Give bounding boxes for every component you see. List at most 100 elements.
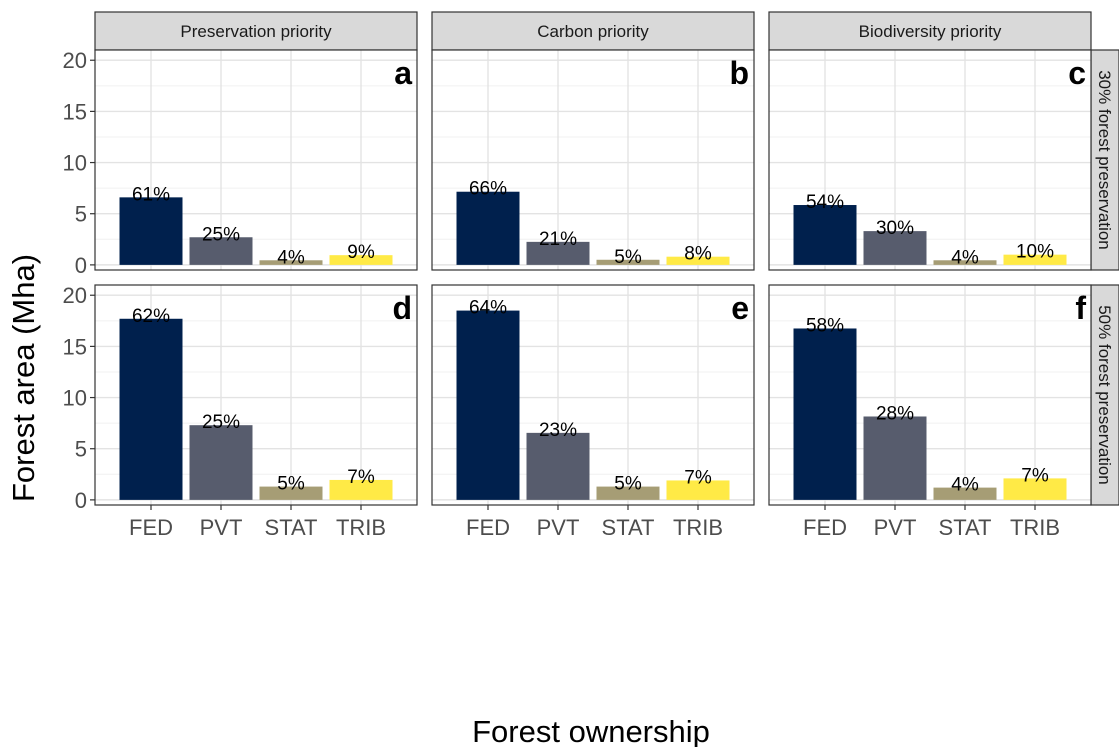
bar-value-label: 28% — [876, 403, 914, 424]
row-strip-label: 30% forest preservation — [1095, 70, 1114, 250]
bar-value-label: 66% — [469, 179, 507, 200]
y-tick-label: 5 — [75, 437, 87, 462]
bar-value-label: 5% — [277, 474, 305, 495]
y-axis-title: Forest area (Mha) — [6, 254, 41, 502]
bar-b-pvt — [526, 241, 590, 265]
panel-d: 62% 25% 5% 7% d — [94, 284, 418, 506]
bar-value-label: 10% — [1016, 242, 1054, 263]
bar-d-fed — [119, 318, 183, 500]
bar-value-label: 4% — [951, 475, 979, 496]
x-tick-label: TRIB — [336, 515, 386, 540]
y-tick-label: 5 — [75, 202, 87, 227]
panel-b: 66% 21% 5% 8% b — [431, 49, 755, 271]
bar-a-trib — [329, 255, 393, 265]
bar-f-trib — [1003, 478, 1067, 500]
bar-value-label: 9% — [347, 242, 375, 263]
bar-a-stat — [259, 260, 323, 265]
panel-border — [768, 49, 1092, 271]
bar-value-label: 21% — [539, 229, 577, 250]
bar-value-label: 5% — [614, 474, 642, 495]
bar-value-label: 7% — [1021, 465, 1049, 486]
bar-value-label: 23% — [539, 420, 577, 441]
bar-e-fed — [456, 310, 520, 500]
x-tick-label: FED — [803, 515, 847, 540]
y-axes: 0 5 10 15 20 0 5 10 15 20 — [63, 48, 95, 513]
y-tick-label: 20 — [63, 283, 87, 308]
x-axis-title: Forest ownership — [472, 714, 710, 747]
bar-e-trib — [666, 480, 730, 500]
panel-border — [94, 49, 418, 271]
column-strips: Preservation priority Carbon priority Biod… — [94, 11, 1092, 51]
bar-value-label: 62% — [132, 306, 170, 327]
bar-b-fed — [456, 191, 520, 265]
x-tick-label: FED — [466, 515, 510, 540]
bar-f-pvt — [863, 416, 927, 500]
bar-value-label: 58% — [806, 315, 844, 336]
bar-value-label: 8% — [684, 244, 712, 265]
row-strip-label: 50% forest preservation — [1095, 305, 1114, 485]
bar-b-stat — [596, 259, 660, 265]
bar-f-stat — [933, 487, 997, 500]
x-tick-label: PVT — [200, 515, 243, 540]
panel-border — [431, 284, 755, 506]
x-tick-label: STAT — [265, 515, 318, 540]
y-tick-label: 15 — [63, 334, 87, 359]
panel-f: 58% 28% 4% 7% f — [768, 284, 1092, 506]
column-strip-1 — [431, 11, 755, 51]
column-strip-label: Preservation priority — [180, 22, 332, 41]
column-strip-0 — [94, 11, 418, 51]
bar-value-label: 7% — [347, 467, 375, 488]
panel-letter: b — [729, 55, 749, 91]
bar-value-label: 64% — [469, 298, 507, 319]
row-strips: 30% forest preservation 50% forest preser… — [1090, 49, 1119, 506]
row-strip-0 — [1090, 49, 1119, 271]
y-tick-label: 0 — [75, 488, 87, 513]
x-tick-label: STAT — [602, 515, 655, 540]
bar-value-label: 25% — [202, 412, 240, 433]
bar-c-fed — [793, 205, 857, 265]
column-strip-label: Biodiversity priority — [859, 22, 1002, 41]
bar-d-trib — [329, 479, 393, 500]
x-axes: FED PVT STAT TRIB FED PVT STAT TRIB FED PVT STAT TR… — [129, 505, 1060, 540]
bar-value-label: 30% — [876, 218, 914, 239]
bar-value-label: 4% — [277, 247, 305, 268]
panel-border — [94, 284, 418, 506]
panel-letter: a — [394, 55, 412, 91]
bar-value-label: 7% — [684, 467, 712, 488]
bar-c-pvt — [863, 231, 927, 265]
panel-e: 64% 23% 5% 7% e — [431, 284, 755, 506]
y-tick-label: 15 — [63, 99, 87, 124]
bar-c-trib — [1003, 254, 1067, 265]
y-tick-label: 0 — [75, 253, 87, 278]
y-tick-label: 10 — [63, 386, 87, 411]
x-tick-label: TRIB — [1010, 515, 1060, 540]
x-tick-label: PVT — [874, 515, 917, 540]
bar-a-fed — [119, 197, 183, 265]
bar-value-label: 54% — [806, 192, 844, 213]
column-strip-2 — [768, 11, 1092, 51]
x-tick-label: TRIB — [673, 515, 723, 540]
x-tick-label: PVT — [537, 515, 580, 540]
bar-value-label: 61% — [132, 184, 170, 205]
panel-letter: c — [1068, 55, 1086, 91]
panel-border — [431, 49, 755, 271]
bar-value-label: 25% — [202, 224, 240, 245]
x-tick-label: FED — [129, 515, 173, 540]
column-strip-label: Carbon priority — [537, 22, 649, 41]
y-tick-label: 20 — [63, 48, 87, 73]
bar-e-pvt — [526, 432, 590, 500]
panel-letter: d — [392, 290, 412, 326]
bar-e-stat — [596, 486, 660, 500]
panel-a: 61% 25% 4% 9% a — [94, 49, 418, 271]
bar-b-trib — [666, 256, 730, 265]
y-tick-label: 10 — [63, 151, 87, 176]
facet-panels: 61% 25% 4% 9% a 66% 21% 5% 8% b 54% 30% 4% 10% c 62% 25%… — [94, 49, 1092, 506]
bar-value-label: 4% — [951, 247, 979, 268]
bar-c-stat — [933, 260, 997, 265]
bar-f-fed — [793, 328, 857, 500]
panel-c: 54% 30% 4% 10% c — [768, 49, 1092, 271]
bar-a-pvt — [189, 237, 253, 265]
bar-value-label: 5% — [614, 247, 642, 268]
bar-d-pvt — [189, 425, 253, 500]
